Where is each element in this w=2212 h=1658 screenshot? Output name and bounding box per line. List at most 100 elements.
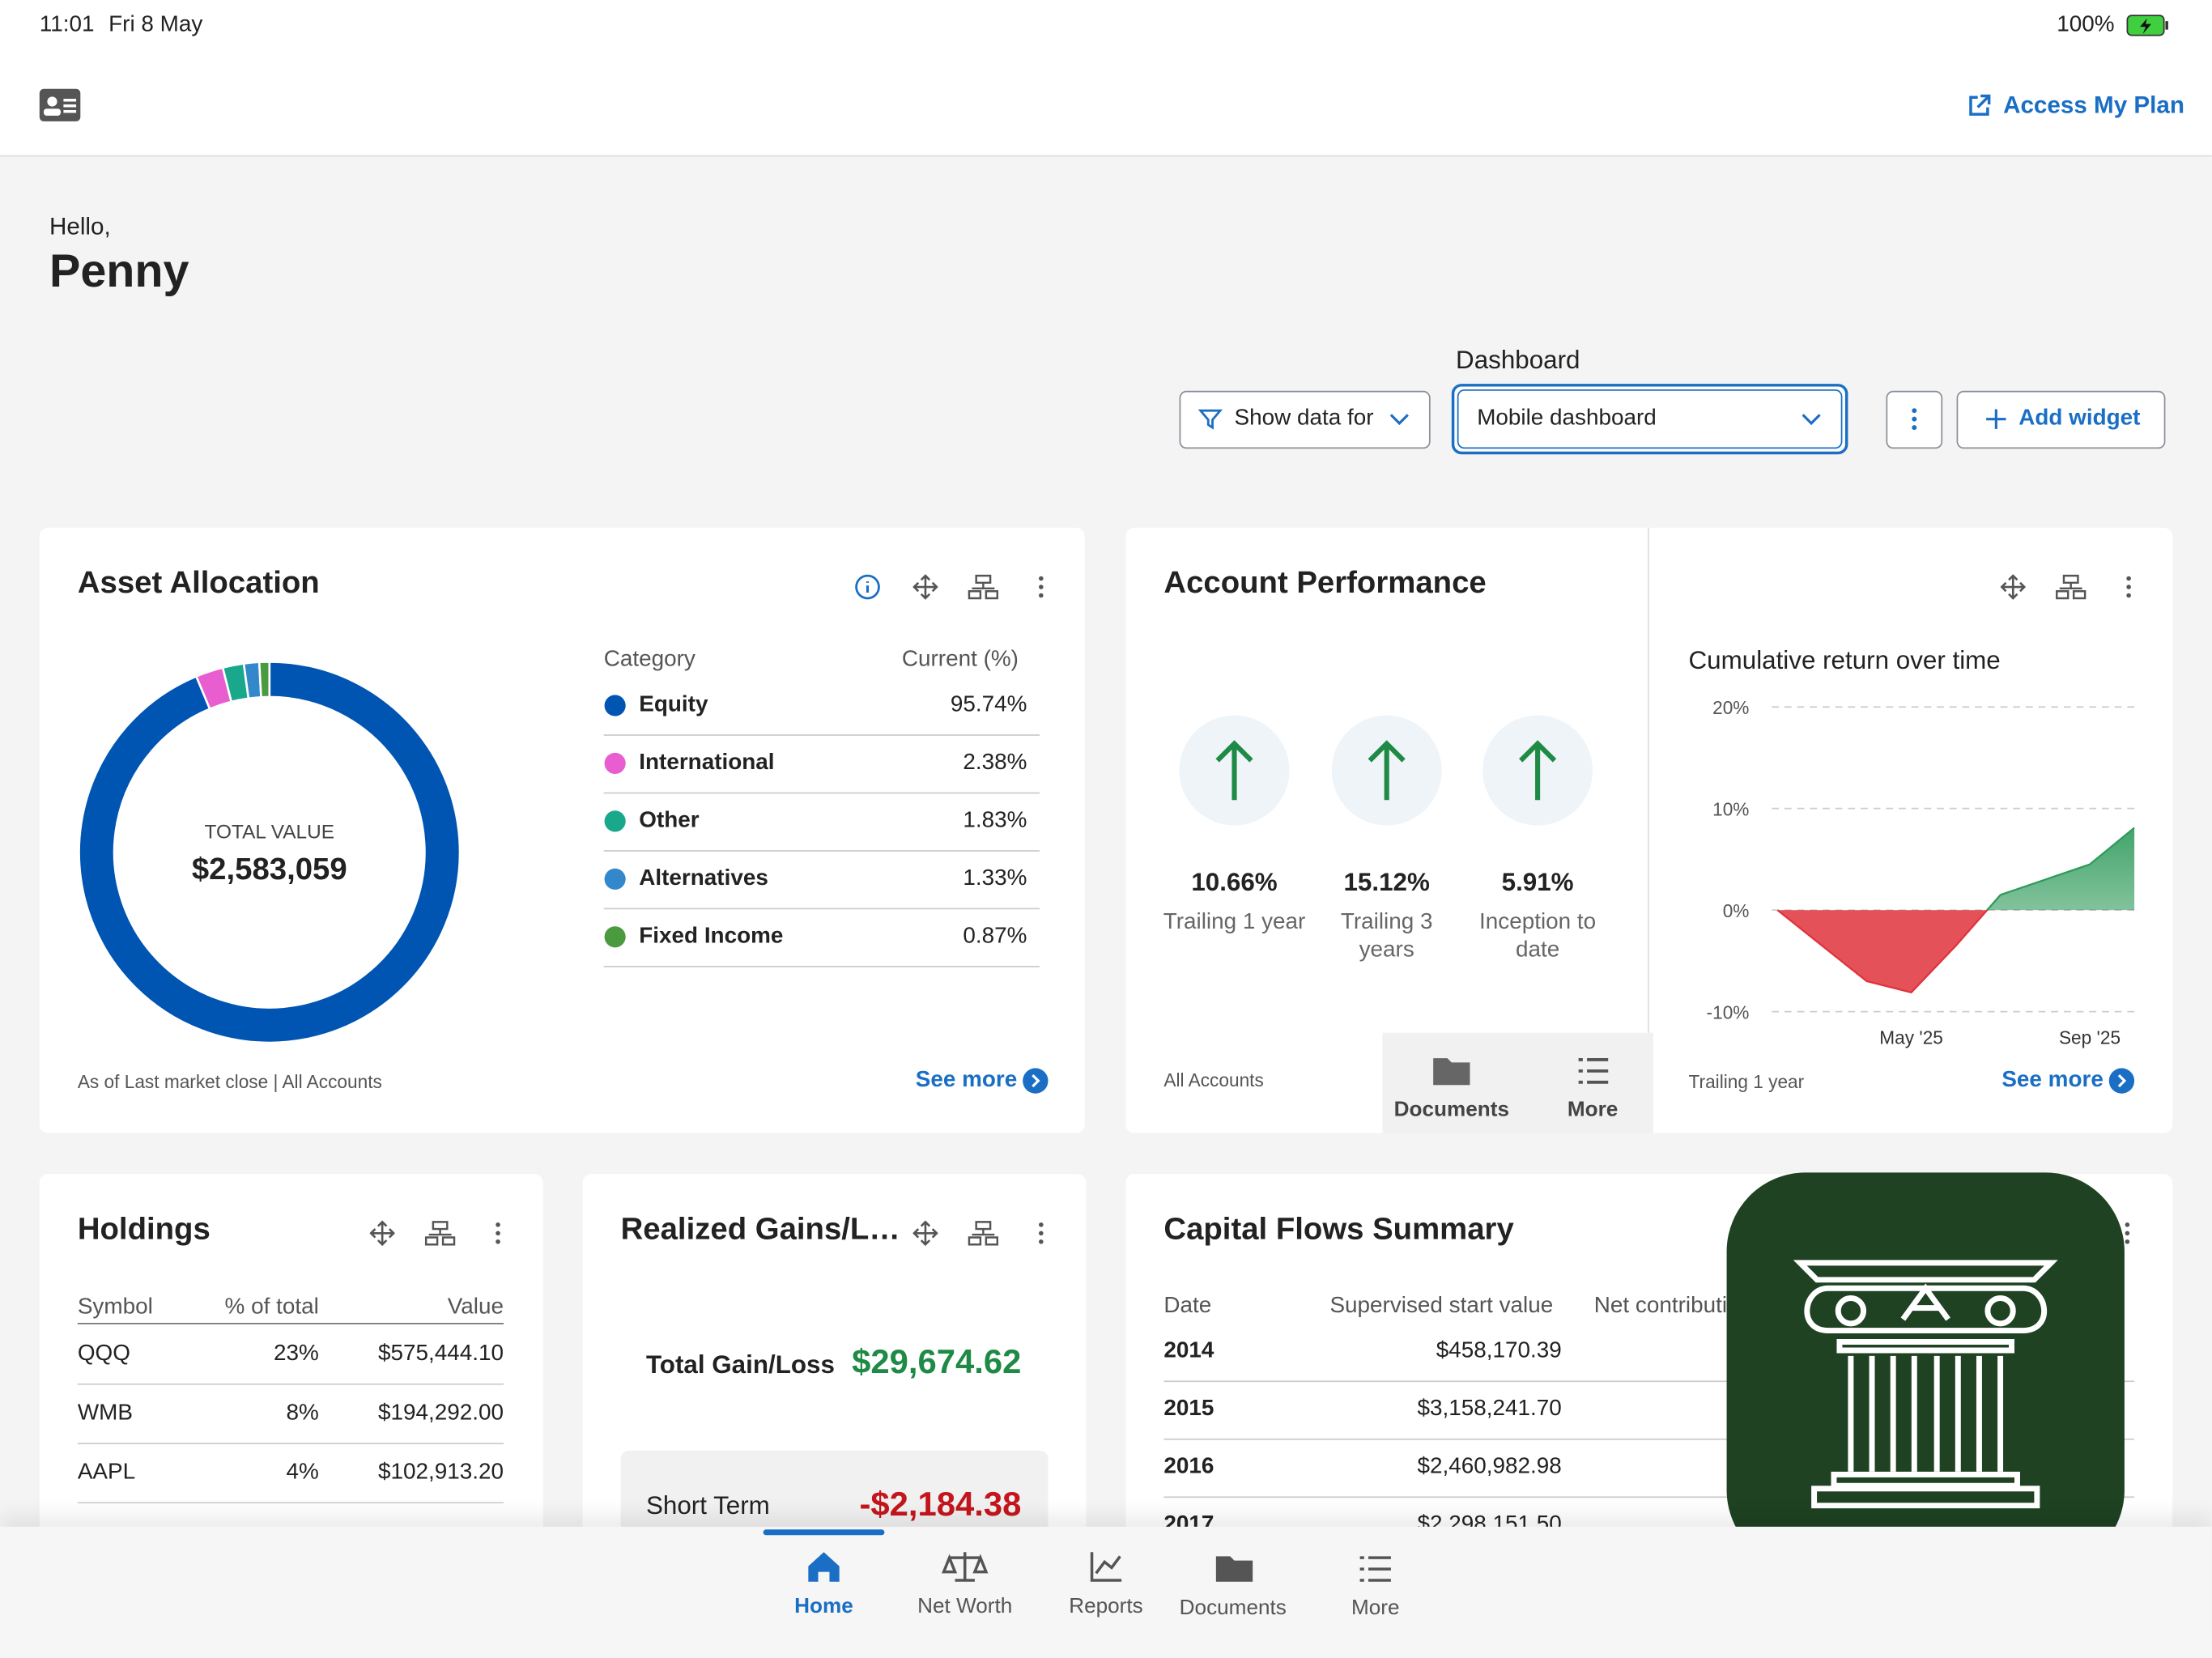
tab-label[interactable]: Reports <box>1069 1594 1143 1619</box>
cell: $3,158,241.70 <box>1417 1397 1562 1422</box>
external-link-icon[interactable] <box>1967 93 1992 118</box>
legend-dot <box>604 752 626 774</box>
filter-label: Show data for <box>1234 406 1374 431</box>
column-header: Category <box>603 647 696 672</box>
total-gain: $29,674.62 <box>852 1343 1022 1382</box>
legend-label: Other <box>639 808 700 833</box>
see-more-icon <box>1023 1068 1049 1094</box>
x-tick-label: Sep '25 <box>2058 1027 2121 1048</box>
cell: 2014 <box>1163 1339 1214 1363</box>
tab-label[interactable]: Net Worth <box>917 1594 1013 1619</box>
layout-icon <box>968 574 999 600</box>
access-plan-link[interactable]: Access My Plan <box>2003 91 2184 119</box>
app-icon[interactable] <box>1726 1172 2125 1570</box>
return-line <box>1776 910 1989 994</box>
move-icon <box>2000 574 2027 600</box>
legend-value: 95.74% <box>950 692 1027 717</box>
kebab-icon <box>2125 1222 2130 1227</box>
cell: $102,913.20 <box>377 1460 504 1485</box>
dashboard-label: Dashboard <box>1456 346 1580 374</box>
see-more-link[interactable]: See more <box>2001 1068 2104 1093</box>
y-tick-label: 10% <box>1712 798 1750 820</box>
cell: 2015 <box>1163 1397 1214 1422</box>
widget-actions <box>2125 1222 2130 1244</box>
widget-actions <box>855 574 1044 600</box>
tab-label[interactable]: Documents <box>1179 1596 1287 1620</box>
legend-dot <box>604 810 626 832</box>
kebab-icon <box>1912 408 1917 431</box>
info-icon <box>855 574 880 600</box>
cell: $575,444.10 <box>377 1341 504 1367</box>
cell: QQQ <box>77 1341 130 1367</box>
kebab-icon <box>1039 576 1044 581</box>
chart-title: Cumulative return over time <box>1688 646 2001 675</box>
see-more-icon <box>2108 1068 2135 1094</box>
plus-icon <box>1986 409 2006 429</box>
tab-label[interactable]: More <box>1351 1596 1400 1620</box>
menu-item[interactable]: More <box>1567 1097 1619 1122</box>
see-more-icon <box>1032 1073 1040 1088</box>
cell: 8% <box>286 1401 319 1426</box>
kebab-icon <box>2126 585 2131 589</box>
metric-value: 5.91% <box>1501 867 1574 896</box>
total-label: TOTAL VALUE <box>204 819 334 843</box>
up-arrow <box>1215 740 1253 801</box>
x-tick-label: May '25 <box>1879 1027 1943 1048</box>
menu-item[interactable]: Documents <box>1393 1097 1509 1122</box>
cell: AAPL <box>77 1460 136 1485</box>
legend-value: 0.87% <box>963 924 1027 949</box>
kebab-icon <box>1039 585 1044 589</box>
positive-area <box>1777 827 2135 911</box>
kebab-icon <box>2126 576 2131 581</box>
status-date: Fri 8 May <box>108 12 203 37</box>
cell: $458,170.39 <box>1436 1339 1562 1363</box>
filter-button[interactable] <box>1179 390 1431 449</box>
see-more-link[interactable]: See more <box>915 1068 1018 1093</box>
layout-icon <box>968 1221 999 1246</box>
add-widget-label: Add widget <box>2018 406 2141 431</box>
short-term-value: -$2,184.38 <box>859 1486 1022 1524</box>
user-name: Penny <box>49 244 189 297</box>
chevron <box>1389 414 1409 426</box>
cell: $2,460,982.98 <box>1417 1454 1562 1479</box>
legend-label: Fixed Income <box>639 924 784 949</box>
profile-card-icon[interactable] <box>39 88 82 123</box>
metric-label: Trailing 1 year <box>1163 910 1306 934</box>
metric-value: 10.66% <box>1191 867 1278 896</box>
see-more-icon <box>2117 1073 2127 1088</box>
list-icon <box>1578 1058 1609 1084</box>
battery-icon <box>2126 15 2168 36</box>
column-header: Symbol <box>77 1295 153 1320</box>
cell: 4% <box>286 1460 319 1485</box>
kebab-icon <box>2126 593 2131 598</box>
widget-footer: Trailing 1 year <box>1688 1070 1805 1093</box>
legend-dot <box>604 868 626 890</box>
move-icon <box>369 1220 395 1247</box>
legend-label: Alternatives <box>639 866 768 891</box>
holdings-card <box>39 1174 543 1597</box>
legend-dot <box>604 926 626 948</box>
cell: 23% <box>273 1341 319 1367</box>
tab-icon <box>808 1552 840 1582</box>
donut-segment <box>78 661 462 1044</box>
divider <box>1648 527 1649 1036</box>
dashboard-select[interactable] <box>1457 389 1843 449</box>
negative-area <box>1777 910 2135 993</box>
move-icon <box>912 574 938 600</box>
layout-icon <box>424 1221 456 1246</box>
status-time: 11:01 <box>39 12 95 37</box>
up-arrow <box>1519 740 1557 801</box>
filter-icon <box>1197 409 1223 430</box>
tab-label[interactable]: Home <box>794 1594 853 1619</box>
widget-title: Capital Flows Summary <box>1163 1210 1514 1246</box>
widget-footer: All Accounts <box>1163 1069 1264 1091</box>
legend-label: Equity <box>639 692 708 717</box>
up-arrow <box>1368 740 1406 801</box>
greeting: Hello, <box>49 213 111 240</box>
column-header: Supervised start value <box>1329 1294 1554 1318</box>
widget-title: Holdings <box>77 1210 211 1246</box>
widget-title: Account Performance <box>1163 564 1487 600</box>
header <box>0 0 2212 157</box>
widget-title: Realized Gains/L… <box>620 1210 900 1246</box>
kebab-icon <box>496 1222 500 1227</box>
